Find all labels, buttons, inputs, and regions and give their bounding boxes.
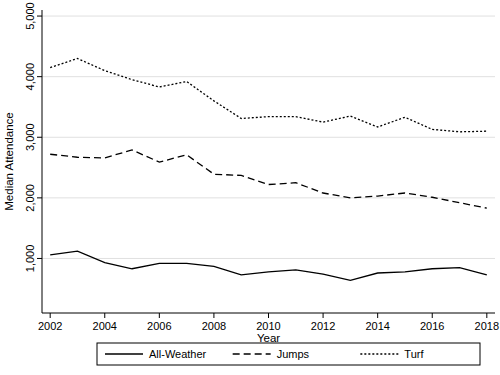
grid-line: [42, 137, 495, 138]
y-axis: [42, 10, 43, 313]
x-tick-label: 2014: [365, 320, 389, 332]
x-tick: [486, 313, 487, 318]
x-tick-label: 2010: [256, 320, 280, 332]
legend-swatch: [105, 353, 143, 354]
x-tick: [323, 313, 324, 318]
x-axis-title: Year: [257, 332, 280, 344]
y-tick-label: 3,000: [24, 123, 36, 151]
x-tick: [377, 313, 378, 318]
x-tick-label: 2008: [202, 320, 226, 332]
x-tick-label: 2012: [311, 320, 335, 332]
x-tick-label: 2004: [93, 320, 117, 332]
y-tick: [37, 137, 42, 138]
legend-label: All-Weather: [149, 348, 207, 360]
x-tick: [268, 313, 269, 318]
x-tick-label: 2016: [420, 320, 444, 332]
grid-line: [42, 258, 495, 259]
legend: All-Weather Jumps Turf: [97, 343, 480, 365]
grid-line: [42, 197, 495, 198]
x-tick: [432, 313, 433, 318]
grid-line: [42, 16, 495, 17]
series-line: [50, 58, 487, 131]
legend-swatch: [360, 353, 398, 354]
x-tick: [50, 313, 51, 318]
plot-area: [50, 58, 487, 280]
x-tick: [159, 313, 160, 318]
y-tick: [37, 258, 42, 259]
y-tick: [37, 197, 42, 198]
y-tick: [37, 76, 42, 77]
chart: 1,000 2,000 3,000 4,000 5,000 2002 2004 2006 200…: [0, 0, 500, 375]
series-line: [50, 150, 487, 208]
y-tick-label: 5,000: [24, 2, 36, 30]
y-tick: [37, 16, 42, 17]
y-tick-label: 4,000: [24, 63, 36, 91]
y-tick-label: 1,000: [24, 245, 36, 273]
legend-label: Jumps: [277, 348, 310, 360]
legend-box: [97, 343, 480, 365]
x-tick-label: 2006: [147, 320, 171, 332]
y-tick-label: 2,000: [24, 184, 36, 212]
legend-label: Turf: [404, 348, 424, 360]
series-line: [50, 251, 487, 280]
x-tick: [213, 313, 214, 318]
legend-swatch: [233, 353, 271, 354]
x-axis: [42, 313, 495, 314]
y-axis-title: Median Attendance: [3, 112, 15, 210]
background: [0, 0, 500, 375]
x-tick-label: 2002: [38, 320, 62, 332]
grid-line: [42, 76, 495, 77]
x-tick-label: 2018: [475, 320, 499, 332]
x-tick: [104, 313, 105, 318]
